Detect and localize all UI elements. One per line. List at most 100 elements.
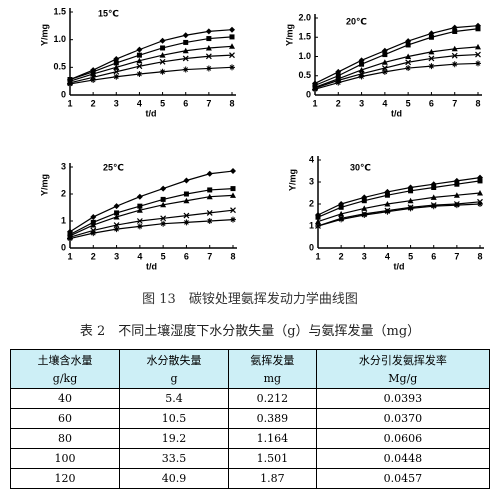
marker <box>183 212 190 219</box>
marker <box>136 207 143 213</box>
y-tick-label: 0 <box>61 242 66 252</box>
marker <box>160 220 167 227</box>
marker <box>183 39 189 45</box>
x-tick-label: 8 <box>229 98 234 108</box>
header-cell: Mg/g <box>315 369 491 389</box>
x-tick-label: 4 <box>137 251 142 261</box>
marker <box>405 42 411 48</box>
y-axis-label: Y/mg <box>287 169 297 191</box>
y-axis-label: Y/mg <box>284 24 294 46</box>
x-axis-label: t/d <box>394 261 405 271</box>
marker <box>361 212 368 218</box>
marker <box>384 192 390 198</box>
marker <box>453 192 460 198</box>
marker <box>430 194 437 200</box>
marker <box>182 32 189 39</box>
marker <box>160 196 166 202</box>
table-caption: 表 2 不同土壤湿度下水分散失量（g）与氨挥发量（mg） <box>79 324 421 339</box>
x-tick-label: 6 <box>184 251 189 261</box>
marker <box>451 52 458 59</box>
series-line <box>317 177 481 216</box>
marker <box>182 66 189 73</box>
marker <box>475 26 481 32</box>
x-tick-label: 7 <box>207 251 212 261</box>
table-cell: 1.164 <box>228 428 317 449</box>
table-cell: 33.5 <box>119 448 230 469</box>
x-tick-label: 5 <box>160 98 165 108</box>
y-tick-label: 1 <box>309 220 314 230</box>
marker <box>207 187 213 193</box>
series-line <box>314 62 479 90</box>
series-line <box>69 170 234 233</box>
x-tick-label: 7 <box>454 251 459 261</box>
table-row: 120 40.9 1.87 0.0457 <box>9 468 491 489</box>
marker <box>431 185 437 190</box>
x-tick-label: 3 <box>114 98 119 108</box>
x-tick-label: 3 <box>114 251 119 261</box>
marker <box>405 59 412 66</box>
series-line <box>69 66 233 85</box>
table-cell: 5.4 <box>119 388 230 409</box>
y-tick-label: 0 <box>61 89 66 99</box>
marker <box>315 214 321 220</box>
x-tick-label: 6 <box>429 98 434 108</box>
marker <box>205 65 212 72</box>
marker <box>475 60 481 67</box>
marker <box>453 202 460 209</box>
x-tick-label: 2 <box>91 251 96 261</box>
y-tick-label: 3 <box>309 176 314 186</box>
header-cell: g <box>119 369 230 389</box>
marker <box>230 186 236 192</box>
y-tick-label: 2 <box>309 198 314 208</box>
marker <box>136 46 143 53</box>
marker <box>361 205 368 211</box>
x-tick-label: 6 <box>431 251 436 261</box>
marker <box>428 48 435 55</box>
chart-title: 20℃ <box>346 16 367 26</box>
marker <box>136 57 143 64</box>
table-cell: 40.9 <box>119 468 230 489</box>
marker <box>113 60 119 66</box>
marker <box>230 207 236 214</box>
marker <box>136 223 143 230</box>
marker <box>205 44 212 51</box>
marker <box>136 193 143 200</box>
table-cell: 1.501 <box>228 448 317 469</box>
marker <box>408 188 414 194</box>
marker <box>405 53 412 59</box>
table-cell: 10.5 <box>119 408 230 429</box>
marker <box>229 52 235 59</box>
marker <box>136 52 142 58</box>
table-row: 60 10.5 0.389 0.0370 <box>9 408 491 429</box>
marker <box>382 52 388 58</box>
chart-title: 25℃ <box>103 162 124 172</box>
x-tick-label: 8 <box>475 98 480 108</box>
marker <box>229 26 235 33</box>
x-tick-label: 6 <box>183 98 188 108</box>
marker <box>454 181 460 187</box>
x-tick-label: 8 <box>477 251 482 261</box>
marker <box>359 61 365 67</box>
series-line <box>314 53 479 89</box>
marker <box>338 204 344 210</box>
marker <box>113 226 120 233</box>
marker <box>206 193 213 200</box>
series-line <box>69 45 233 82</box>
marker <box>182 47 189 54</box>
marker <box>381 68 388 75</box>
table-cell: 120 <box>9 468 121 489</box>
marker <box>230 168 236 175</box>
marker <box>159 52 166 58</box>
marker <box>475 43 481 50</box>
x-tick-label: 4 <box>385 251 390 261</box>
marker <box>312 86 318 93</box>
marker <box>137 203 143 209</box>
y-tick-label: 1.5 <box>53 6 66 16</box>
marker <box>160 215 167 222</box>
figure-caption: 图 13 碳铵处理氨挥发动力学曲线图 <box>142 292 358 307</box>
marker <box>430 203 437 210</box>
x-tick-label: 5 <box>161 251 166 261</box>
table-cell: 0.0606 <box>315 428 491 449</box>
marker <box>136 218 143 224</box>
